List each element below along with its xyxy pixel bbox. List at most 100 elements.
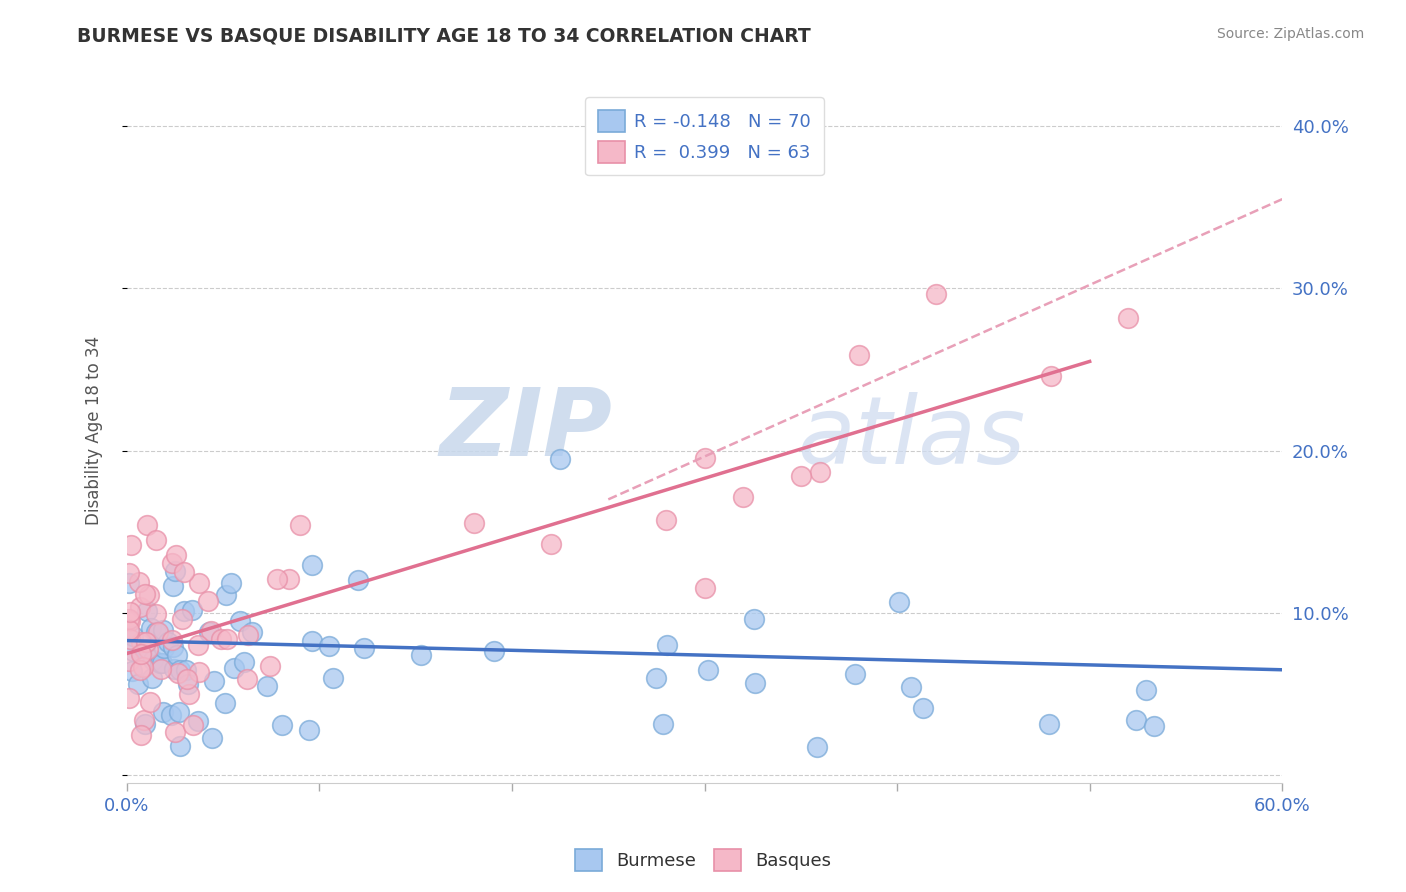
Point — [129, 647, 152, 661]
Point — [160, 708, 183, 723]
Point — [187, 575, 209, 590]
Point — [120, 538, 142, 552]
Point — [655, 638, 678, 652]
Point — [188, 665, 211, 679]
Point — [645, 671, 668, 685]
Point — [215, 588, 238, 602]
Point — [145, 625, 167, 640]
Point — [236, 672, 259, 686]
Point — [145, 533, 167, 547]
Legend: R = -0.148   N = 70, R =  0.399   N = 63: R = -0.148 N = 70, R = 0.399 N = 63 — [585, 97, 824, 176]
Point — [153, 640, 176, 655]
Point — [298, 723, 321, 737]
Point — [318, 639, 340, 653]
Point — [149, 657, 172, 671]
Point — [1040, 369, 1063, 384]
Point — [697, 664, 720, 678]
Point — [1038, 716, 1060, 731]
Point — [228, 614, 250, 628]
Point — [163, 662, 186, 676]
Point — [128, 575, 150, 590]
Point — [463, 516, 485, 530]
Point — [844, 667, 866, 681]
Point — [177, 676, 200, 690]
Point — [266, 572, 288, 586]
Point — [134, 587, 156, 601]
Point — [167, 666, 190, 681]
Point — [165, 564, 187, 578]
Point — [118, 690, 141, 705]
Point — [550, 451, 572, 466]
Point — [806, 739, 828, 754]
Point — [655, 148, 678, 162]
Point — [118, 611, 141, 625]
Point — [301, 558, 323, 573]
Point — [742, 612, 765, 626]
Point — [652, 716, 675, 731]
Point — [353, 641, 375, 656]
Point — [236, 628, 259, 642]
Point — [121, 644, 143, 658]
Point — [215, 632, 238, 646]
Point — [139, 695, 162, 709]
Point — [1116, 310, 1139, 325]
Point — [733, 490, 755, 504]
Point — [808, 465, 831, 479]
Point — [177, 687, 200, 701]
Point — [693, 581, 716, 595]
Point — [118, 576, 141, 591]
Point — [136, 641, 159, 656]
Point — [118, 566, 141, 581]
Point — [152, 624, 174, 638]
Point — [181, 718, 204, 732]
Point — [169, 663, 191, 677]
Point — [259, 659, 281, 673]
Point — [167, 705, 190, 719]
Point — [118, 614, 141, 628]
Point — [160, 556, 183, 570]
Point — [129, 728, 152, 742]
Point — [198, 625, 221, 640]
Point — [173, 604, 195, 618]
Point — [219, 575, 242, 590]
Point — [1135, 682, 1157, 697]
Point — [135, 635, 157, 649]
Point — [887, 595, 910, 609]
Point — [848, 348, 870, 362]
Point — [173, 565, 195, 579]
Y-axis label: Disability Age 18 to 34: Disability Age 18 to 34 — [86, 336, 103, 525]
Point — [166, 648, 188, 662]
Point — [1125, 713, 1147, 727]
Legend: Burmese, Basques: Burmese, Basques — [567, 842, 839, 879]
Point — [150, 656, 173, 670]
Text: ZIP: ZIP — [439, 384, 612, 476]
Point — [900, 681, 922, 695]
Point — [181, 603, 204, 617]
Point — [197, 594, 219, 608]
Point — [138, 588, 160, 602]
Point — [139, 621, 162, 635]
Point — [136, 604, 159, 618]
Point — [176, 663, 198, 677]
Point — [240, 625, 263, 640]
Point — [129, 599, 152, 614]
Point — [163, 725, 186, 739]
Point — [129, 664, 152, 678]
Point — [160, 633, 183, 648]
Point — [187, 638, 209, 652]
Point — [162, 640, 184, 654]
Point — [169, 739, 191, 753]
Point — [200, 624, 222, 638]
Point — [271, 718, 294, 732]
Point — [222, 661, 245, 675]
Point — [132, 713, 155, 727]
Point — [150, 662, 173, 676]
Point — [121, 664, 143, 678]
Point — [131, 645, 153, 659]
Point — [187, 714, 209, 728]
Point — [165, 548, 187, 562]
Point — [162, 579, 184, 593]
Point — [134, 716, 156, 731]
Point — [655, 513, 678, 527]
Point — [156, 635, 179, 649]
